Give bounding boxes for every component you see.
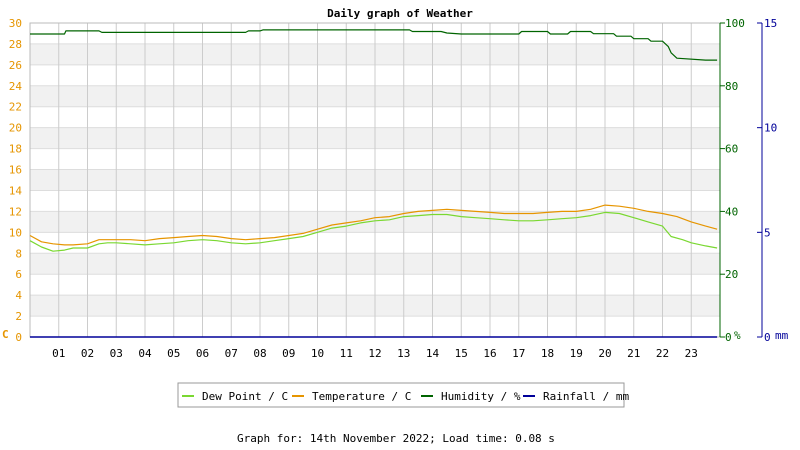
y-unit-label-right-humidity: % bbox=[734, 329, 741, 342]
legend-box bbox=[177, 382, 625, 408]
legend-label-temperature-c: Temperature / C bbox=[312, 390, 411, 403]
chart-title: Daily graph of Weather bbox=[327, 7, 473, 20]
y-tick-label-left: 18 bbox=[9, 143, 22, 156]
y-tick-label-right-rainfall: 15 bbox=[764, 17, 777, 30]
y-tick-label-left: 16 bbox=[9, 164, 22, 177]
legend: Dew Point / C Temperature / C Humidity / %… bbox=[177, 382, 629, 408]
x-tick-label: 05 bbox=[167, 347, 180, 360]
x-tick-label: 13 bbox=[397, 347, 410, 360]
y-tick-label-left: 24 bbox=[9, 80, 23, 93]
y-tick-label-left: 8 bbox=[15, 247, 22, 260]
x-tick-label: 16 bbox=[483, 347, 496, 360]
footer-text: Graph for: 14th November 2022; Load time… bbox=[237, 432, 555, 445]
y-tick-label-right-humidity: 40 bbox=[725, 205, 738, 218]
y-tick-label-right-humidity: 0 bbox=[725, 331, 732, 344]
y-tick-label-left: 20 bbox=[9, 122, 22, 135]
y-tick-label-right-rainfall: 0 bbox=[764, 331, 771, 344]
series-line-humidity bbox=[30, 29, 718, 61]
y-tick-label-right-humidity: 20 bbox=[725, 268, 738, 281]
x-tick-label: 12 bbox=[368, 347, 381, 360]
y-tick-label-left: 10 bbox=[9, 226, 22, 239]
x-tick-label: 02 bbox=[81, 347, 94, 360]
axis-right-rainfall: 0 5 10 15 mm bbox=[757, 17, 789, 344]
y-tick-label-left: 6 bbox=[15, 268, 22, 281]
x-tick-label: 08 bbox=[253, 347, 266, 360]
x-tick-label: 09 bbox=[282, 347, 295, 360]
y-unit-label-right-rainfall: mm bbox=[775, 329, 789, 342]
y-tick-label-right-humidity: 80 bbox=[725, 80, 738, 93]
x-tick-label: 18 bbox=[541, 347, 554, 360]
y-tick-label-left: 26 bbox=[9, 59, 22, 72]
y-tick-label-right-humidity: 100 bbox=[725, 17, 745, 30]
y-tick-label-left: 30 bbox=[9, 17, 22, 30]
x-tick-label: 01 bbox=[52, 347, 65, 360]
x-tick-label: 07 bbox=[225, 347, 238, 360]
y-tick-label-left: 14 bbox=[9, 184, 23, 197]
y-tick-label-right-rainfall: 5 bbox=[764, 226, 771, 239]
x-tick-label: 23 bbox=[685, 347, 698, 360]
legend-label-rainfall-mm: Rainfall / mm bbox=[543, 390, 629, 403]
y-tick-label-right-rainfall: 10 bbox=[764, 122, 777, 135]
legend-label-humidity: Humidity / % bbox=[441, 390, 521, 403]
series-line-temperature-c bbox=[29, 204, 718, 246]
plot-series bbox=[29, 29, 718, 338]
y-tick-label-left: 28 bbox=[9, 38, 22, 51]
x-tick-label: 21 bbox=[627, 347, 640, 360]
axis-x: 01 02 03 04 05 06 07 08 09 10 11 12 13 14 15 16 17 18 19 20… bbox=[52, 347, 698, 360]
series-line-dew-point-c bbox=[29, 211, 718, 252]
y-tick-label-left: 2 bbox=[15, 310, 22, 323]
x-tick-label: 10 bbox=[311, 347, 324, 360]
legend-label-dew-point-c: Dew Point / C bbox=[202, 390, 288, 403]
x-tick-label: 19 bbox=[570, 347, 583, 360]
y-unit-label-left: C bbox=[2, 328, 9, 341]
x-tick-label: 06 bbox=[196, 347, 209, 360]
y-tick-label-right-humidity: 60 bbox=[725, 143, 738, 156]
y-tick-label-left: 12 bbox=[9, 205, 22, 218]
y-tick-label-left: 4 bbox=[15, 289, 22, 302]
x-tick-label: 17 bbox=[512, 347, 525, 360]
x-tick-label: 04 bbox=[138, 347, 152, 360]
x-tick-label: 20 bbox=[598, 347, 611, 360]
x-tick-label: 03 bbox=[110, 347, 123, 360]
y-tick-label-left: 0 bbox=[15, 331, 22, 344]
x-tick-label: 14 bbox=[426, 347, 440, 360]
x-tick-label: 22 bbox=[656, 347, 669, 360]
axis-right-humidity: 0 20 40 60 80 100% bbox=[719, 17, 745, 344]
x-tick-label: 15 bbox=[455, 347, 468, 360]
x-tick-label: 11 bbox=[340, 347, 353, 360]
y-tick-label-left: 22 bbox=[9, 101, 22, 114]
